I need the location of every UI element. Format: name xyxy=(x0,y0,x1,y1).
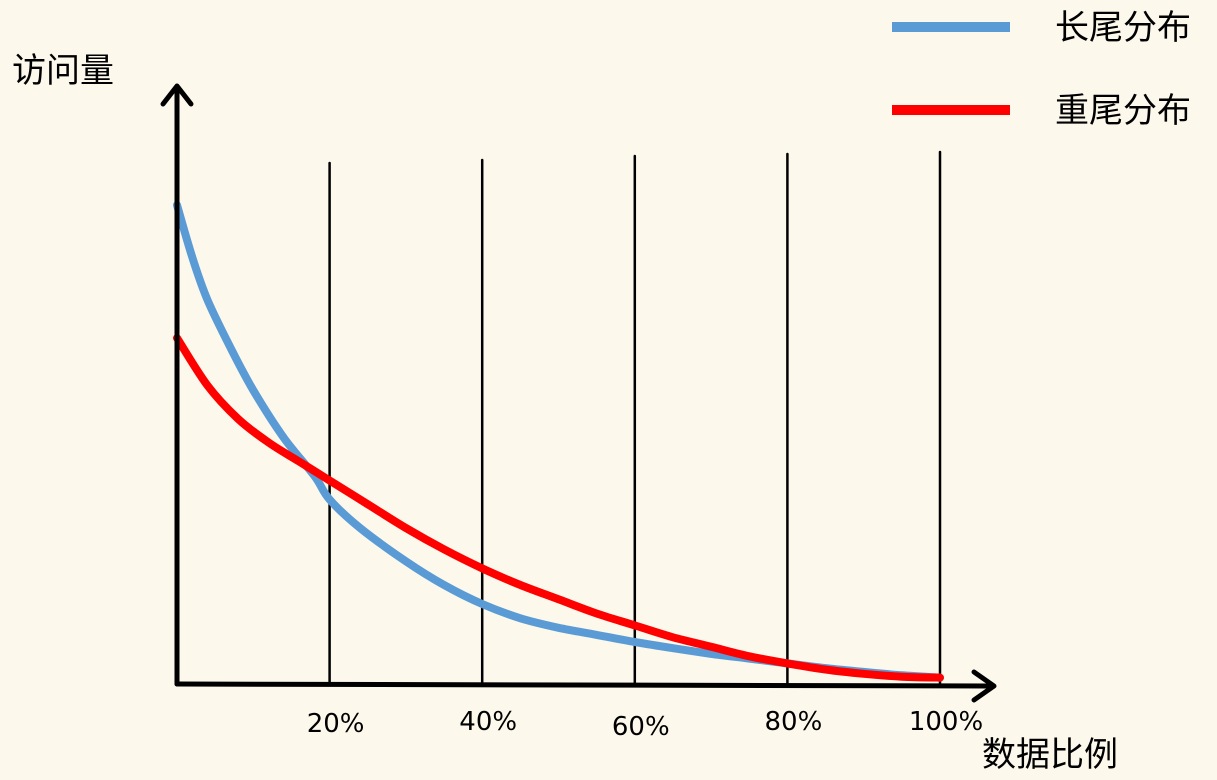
x-axis xyxy=(174,681,993,689)
series-lines xyxy=(173,201,944,682)
x-tick-label: 100% xyxy=(909,707,983,737)
x-axis-arrow-icon xyxy=(971,669,997,703)
grid-lines xyxy=(328,150,942,686)
x-tick-label: 20% xyxy=(307,709,365,739)
y-axis-title: 访问量 xyxy=(12,51,114,91)
x-axis-title: 数据比例 xyxy=(982,735,1118,775)
y-axis-arrow-icon xyxy=(160,83,194,107)
x-tick-label: 80% xyxy=(765,707,823,737)
x-tick-labels: 20% 40% 60% 80% 100% xyxy=(307,707,983,742)
axes xyxy=(160,83,997,703)
x-tick-label: 40% xyxy=(459,707,517,737)
series-line-long-tail xyxy=(173,201,944,682)
x-tick-label: 60% xyxy=(612,712,670,742)
legend-label-long-tail: 长尾分布 xyxy=(1055,8,1191,48)
series-line-heavy-tail xyxy=(173,334,944,682)
legend-label-heavy-tail: 重尾分布 xyxy=(1055,91,1191,131)
